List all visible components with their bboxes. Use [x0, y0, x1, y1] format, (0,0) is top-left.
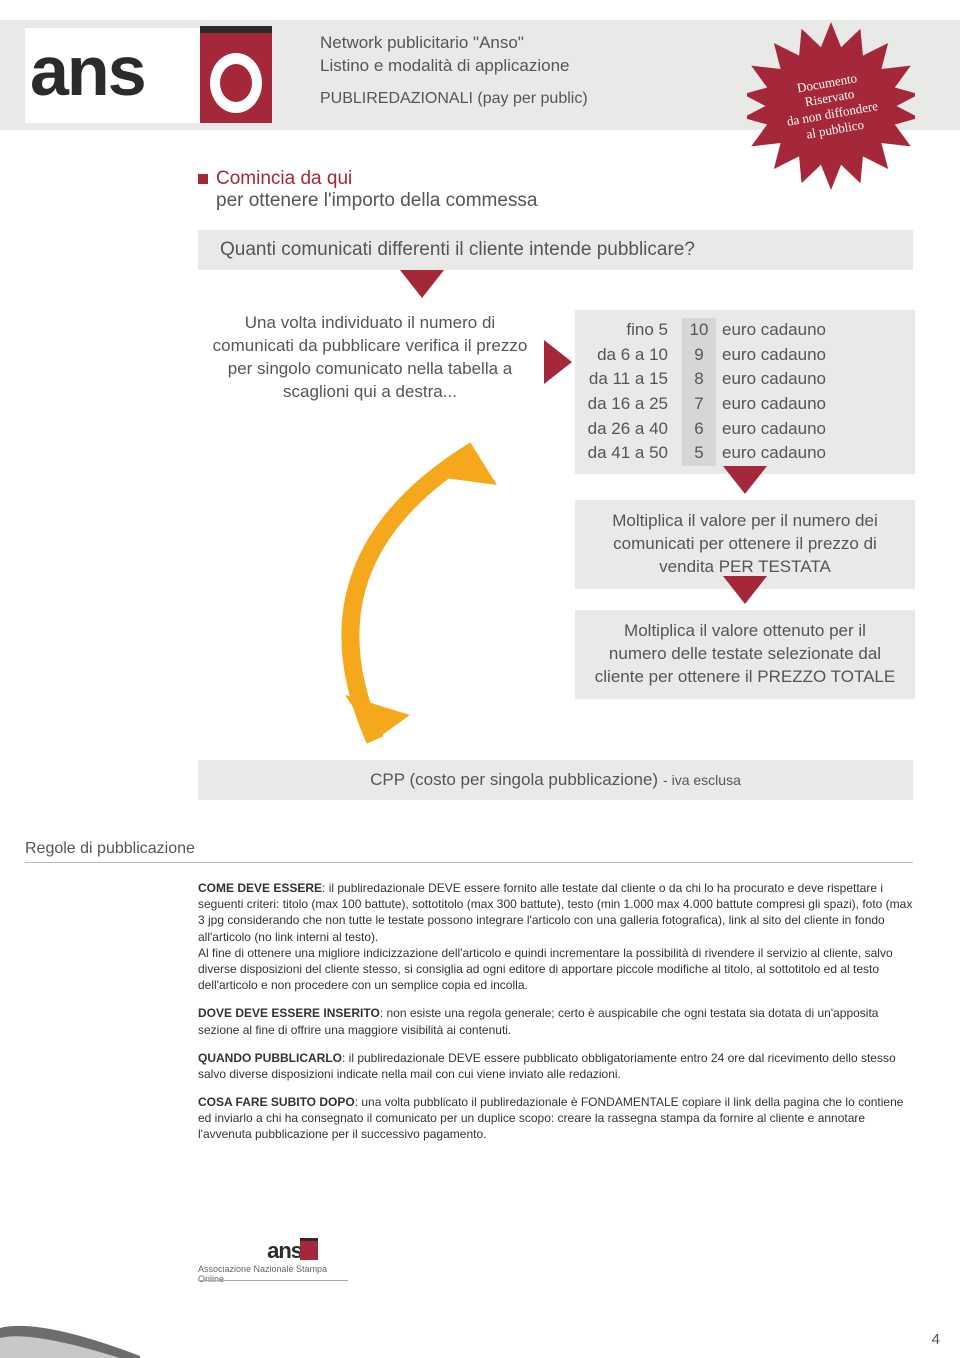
price-value: 10: [682, 318, 716, 343]
start-line1-text: Comincia da qui: [216, 168, 352, 189]
bullet-icon: [198, 174, 208, 184]
price-range: da 6 a 10: [587, 343, 668, 368]
rules-p1b-text: Al fine di ottenere una migliore indiciz…: [198, 946, 893, 992]
arrow-right-icon: [544, 340, 572, 384]
logo-text: ans: [30, 36, 145, 106]
price-unit: euro cadauno: [722, 343, 903, 368]
footer-logo-accent: [300, 1238, 318, 1260]
starburst-badge: Documento Riservato da non diffondere al…: [747, 22, 915, 190]
price-range: da 41 a 50: [587, 441, 668, 466]
rules-underline: [25, 862, 913, 863]
curved-arrow-icon: [275, 440, 545, 760]
arrow-down-icon: [723, 576, 767, 604]
price-value: 6: [682, 417, 716, 442]
price-range: da 26 a 40: [587, 417, 668, 442]
corner-decoration: [0, 1318, 140, 1358]
price-table: fino 5da 6 a 10da 11 a 15da 16 a 25da 26…: [575, 310, 915, 474]
header-subtitle: PUBLIREDAZIONALI (pay per public): [320, 90, 588, 108]
starburst-text: Documento Riservato da non diffondere al…: [734, 9, 929, 204]
price-unit: euro cadauno: [722, 392, 903, 417]
start-line1: Comincia da qui: [198, 168, 538, 190]
rules-p1: COME DEVE ESSERE: il publiredazionale DE…: [198, 880, 913, 993]
price-range: fino 5: [587, 318, 668, 343]
info-left-text: Una volta individuato il numero di comun…: [210, 312, 530, 404]
price-unit: euro cadauno: [722, 367, 903, 392]
question-text: Quanti comunicati differenti il cliente …: [220, 239, 695, 261]
logo: ans: [25, 28, 270, 123]
rules-p4-label: COSA FARE SUBITO DOPO: [198, 1095, 355, 1109]
arrow-down-icon: [723, 466, 767, 494]
footer-logo-text: ans: [267, 1238, 302, 1263]
rules-body: COME DEVE ESSERE: il publiredazionale DE…: [198, 880, 913, 1155]
question-band: Quanti comunicati differenti il cliente …: [198, 230, 913, 270]
header-text: Network publicitario "Anso" Listino e mo…: [320, 32, 588, 108]
price-unit: euro cadauno: [722, 441, 903, 466]
logo-o-icon: [200, 33, 272, 123]
start-line2: per ottenere l'importo della commessa: [216, 190, 538, 212]
rules-p3-label: QUANDO PUBBLICARLO: [198, 1051, 342, 1065]
price-value: 9: [682, 343, 716, 368]
rules-p4: COSA FARE SUBITO DOPO: una volta pubblic…: [198, 1094, 913, 1143]
price-unit: euro cadauno: [722, 318, 903, 343]
price-range: da 11 a 15: [587, 367, 668, 392]
footer-underline: [198, 1280, 348, 1281]
price-value: 7: [682, 392, 716, 417]
footer-logo: ans Associazione Nazionale Stampa Online: [198, 1238, 338, 1284]
rules-p1-label: COME DEVE ESSERE: [198, 881, 322, 895]
price-unit: euro cadauno: [722, 417, 903, 442]
rules-p2-label: DOVE DEVE ESSERE INSERITO: [198, 1006, 380, 1020]
header-title-1: Network publicitario "Anso": [320, 32, 588, 55]
arrow-down-icon: [400, 270, 444, 298]
step3-band: Moltiplica il valore ottenuto per il num…: [575, 610, 915, 699]
footer-org: Associazione Nazionale Stampa Online: [198, 1264, 338, 1284]
rules-title: Regole di pubblicazione: [25, 840, 195, 858]
cpp-main: CPP (costo per singola pubblicazione): [370, 770, 658, 790]
page: ans Network publicitario "Anso" Listino …: [0, 0, 960, 1358]
header-title-2: Listino e modalità di applicazione: [320, 55, 588, 78]
rules-p2: DOVE DEVE ESSERE INSERITO: non esiste un…: [198, 1005, 913, 1037]
cpp-suffix: - iva esclusa: [663, 772, 741, 788]
cpp-band: CPP (costo per singola pubblicazione) - …: [198, 760, 913, 800]
rules-p3: QUANDO PUBBLICARLO: il publiredazionale …: [198, 1050, 913, 1082]
price-value: 5: [682, 441, 716, 466]
start-block: Comincia da qui per ottenere l'importo d…: [198, 168, 538, 212]
page-number: 4: [932, 1331, 940, 1348]
price-range: da 16 a 25: [587, 392, 668, 417]
price-value: 8: [682, 367, 716, 392]
